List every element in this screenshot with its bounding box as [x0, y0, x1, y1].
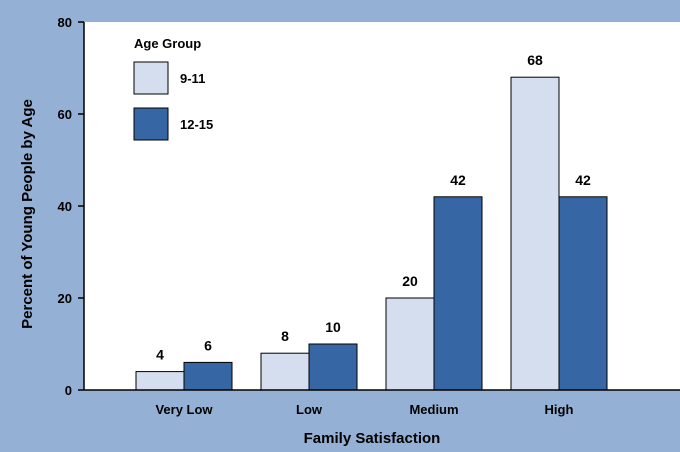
legend-title: Age Group	[134, 36, 201, 51]
bar	[260, 352, 310, 391]
x-axis: Very Low Low Medium High	[84, 389, 680, 417]
legend-swatch	[133, 61, 169, 95]
legend-label: 12-15	[180, 117, 213, 132]
y-axis-title: Percent of Young People by Age	[19, 99, 36, 329]
bar	[308, 343, 358, 391]
bar	[183, 361, 233, 391]
x-tick-label: Low	[296, 402, 323, 417]
y-tick-label: 60	[58, 107, 72, 122]
y-tick-label: 20	[58, 291, 72, 306]
x-axis-title: Family Satisfaction	[304, 430, 441, 447]
bar	[558, 196, 608, 391]
legend-swatch	[133, 107, 169, 141]
x-tick-label: High	[545, 402, 574, 417]
bar-value-label: 4	[156, 347, 164, 363]
bar	[433, 196, 483, 391]
bar-value-label: 42	[450, 172, 466, 188]
legend: Age Group 9-11 12-15	[133, 36, 213, 141]
bar	[510, 76, 560, 391]
x-tick-label: Very Low	[155, 402, 213, 417]
bar-value-label: 8	[281, 328, 289, 344]
bar-value-label: 10	[325, 319, 341, 335]
bar-value-label: 42	[575, 172, 591, 188]
y-tick-label: 0	[65, 383, 72, 398]
bar-value-label: 20	[402, 273, 418, 289]
y-tick-label: 40	[58, 199, 72, 214]
x-tick-label: Medium	[409, 402, 458, 417]
bar-value-label: 68	[527, 52, 543, 68]
bar	[385, 297, 435, 391]
legend-label: 9-11	[180, 71, 205, 86]
y-tick-label: 80	[58, 15, 72, 30]
y-axis: 0 20 40 60 80	[58, 15, 85, 398]
bar	[135, 371, 185, 391]
bar-value-label: 6	[204, 337, 212, 353]
